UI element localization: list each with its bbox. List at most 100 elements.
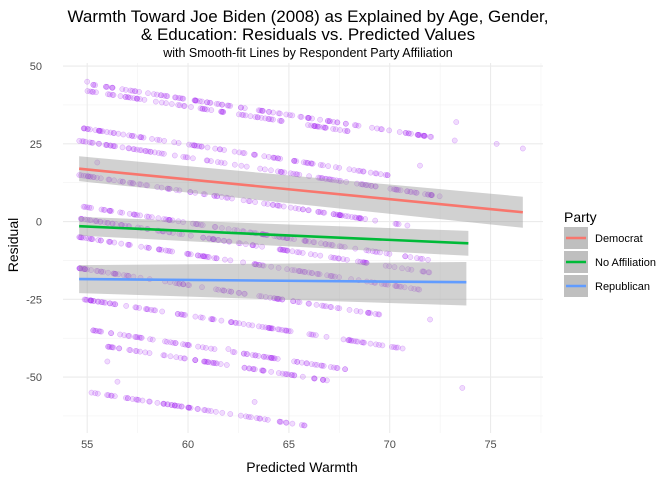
data-point <box>198 143 205 150</box>
data-point <box>170 339 176 346</box>
data-point <box>126 242 133 248</box>
data-point <box>149 136 155 142</box>
data-point <box>132 211 139 218</box>
data-point <box>133 334 139 340</box>
data-point <box>251 151 257 158</box>
data-point <box>208 107 215 113</box>
data-point <box>210 316 217 323</box>
data-point <box>86 139 93 146</box>
data-point <box>320 124 327 131</box>
data-point <box>181 355 187 362</box>
data-point <box>269 355 276 361</box>
data-point <box>266 325 273 331</box>
data-point <box>241 150 248 157</box>
data-point <box>421 132 427 139</box>
data-point <box>187 251 194 258</box>
data-point <box>176 187 183 194</box>
data-point <box>96 218 103 225</box>
data-point <box>110 130 117 136</box>
data-point <box>291 267 298 274</box>
data-point <box>238 104 244 111</box>
data-point <box>377 249 383 256</box>
data-point <box>364 309 371 316</box>
data-point <box>325 163 332 169</box>
data-point <box>134 334 141 341</box>
data-point <box>393 221 400 227</box>
data-point <box>169 248 176 255</box>
data-point <box>163 100 169 106</box>
data-point <box>197 252 204 259</box>
data-point <box>398 283 404 290</box>
data-point <box>138 134 144 141</box>
data-point <box>77 215 84 222</box>
data-point <box>129 132 135 139</box>
data-point <box>145 244 152 251</box>
data-point <box>204 99 211 106</box>
data-point <box>372 311 379 317</box>
smooth-line <box>79 167 523 214</box>
data-point <box>85 173 91 180</box>
data-point <box>382 172 389 178</box>
data-point <box>275 326 281 333</box>
data-point <box>332 126 339 133</box>
data-point <box>378 126 384 132</box>
data-point <box>100 269 107 275</box>
data-point <box>81 266 88 272</box>
data-point <box>172 94 179 101</box>
data-point <box>351 214 358 221</box>
data-point <box>211 346 218 352</box>
data-point <box>160 400 167 407</box>
data-point <box>210 236 216 242</box>
data-point <box>259 324 266 330</box>
data-point <box>342 366 348 373</box>
data-point <box>348 214 355 220</box>
data-point <box>309 270 316 276</box>
data-point <box>322 124 328 131</box>
grid <box>63 63 543 433</box>
data-point <box>425 269 432 276</box>
data-point <box>81 266 88 272</box>
data-point <box>161 150 167 157</box>
data-point <box>372 183 379 190</box>
data-point <box>302 238 309 244</box>
data-point <box>258 293 265 300</box>
data-point <box>372 183 379 190</box>
data-point <box>82 204 88 210</box>
data-point <box>221 147 227 153</box>
data-point <box>133 95 140 102</box>
data-point <box>363 247 370 254</box>
data-point <box>308 270 315 276</box>
data-point <box>109 220 116 227</box>
data-point <box>281 327 288 334</box>
y-tick-label: -25 <box>26 294 42 306</box>
data-point <box>348 337 355 344</box>
data-point <box>305 115 312 121</box>
data-point <box>350 338 357 344</box>
data-point <box>493 140 500 147</box>
data-point <box>354 338 361 345</box>
data-point <box>95 127 102 134</box>
data-point <box>206 254 212 260</box>
data-point <box>402 130 409 136</box>
data-point <box>149 336 156 343</box>
data-point <box>336 164 343 171</box>
data-point <box>88 297 95 304</box>
data-point <box>377 171 384 178</box>
data-point <box>240 150 246 156</box>
data-point <box>78 234 85 241</box>
data-point <box>357 215 364 222</box>
data-point <box>332 164 339 171</box>
data-point <box>186 404 192 411</box>
data-point <box>407 254 414 260</box>
data-point <box>330 211 337 217</box>
data-point <box>265 324 272 331</box>
data-point <box>336 255 342 262</box>
data-point <box>289 420 296 427</box>
data-point <box>166 185 173 192</box>
data-point <box>363 259 370 266</box>
data-point <box>420 268 427 275</box>
y-axis-title: Residual <box>5 218 21 272</box>
data-point <box>109 84 116 91</box>
data-point <box>129 396 136 402</box>
data-point <box>308 122 315 129</box>
